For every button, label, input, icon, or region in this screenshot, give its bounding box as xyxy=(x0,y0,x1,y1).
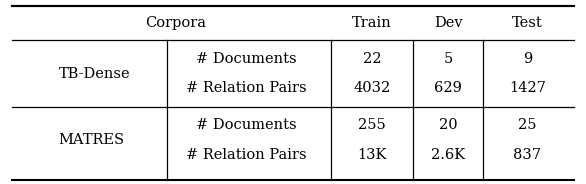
Text: 4032: 4032 xyxy=(353,81,391,95)
Text: MATRES: MATRES xyxy=(59,133,125,147)
Text: # Relation Pairs: # Relation Pairs xyxy=(186,148,306,162)
Text: Test: Test xyxy=(512,16,543,30)
Text: 255: 255 xyxy=(358,118,386,132)
Text: TB-Dense: TB-Dense xyxy=(59,67,130,81)
Text: 25: 25 xyxy=(518,118,537,132)
Text: # Documents: # Documents xyxy=(196,118,297,132)
Text: Train: Train xyxy=(352,16,392,30)
Text: 20: 20 xyxy=(439,118,458,132)
Text: 2.6K: 2.6K xyxy=(431,148,465,162)
Text: 629: 629 xyxy=(434,81,462,95)
Text: 5: 5 xyxy=(444,52,453,66)
Text: 1427: 1427 xyxy=(509,81,546,95)
Text: # Documents: # Documents xyxy=(196,52,297,66)
Text: Dev: Dev xyxy=(434,16,462,30)
Text: 9: 9 xyxy=(523,52,532,66)
Text: 22: 22 xyxy=(363,52,381,66)
Text: # Relation Pairs: # Relation Pairs xyxy=(186,81,306,95)
Text: Corpora: Corpora xyxy=(145,16,206,30)
Text: 837: 837 xyxy=(513,148,541,162)
Text: 13K: 13K xyxy=(357,148,387,162)
